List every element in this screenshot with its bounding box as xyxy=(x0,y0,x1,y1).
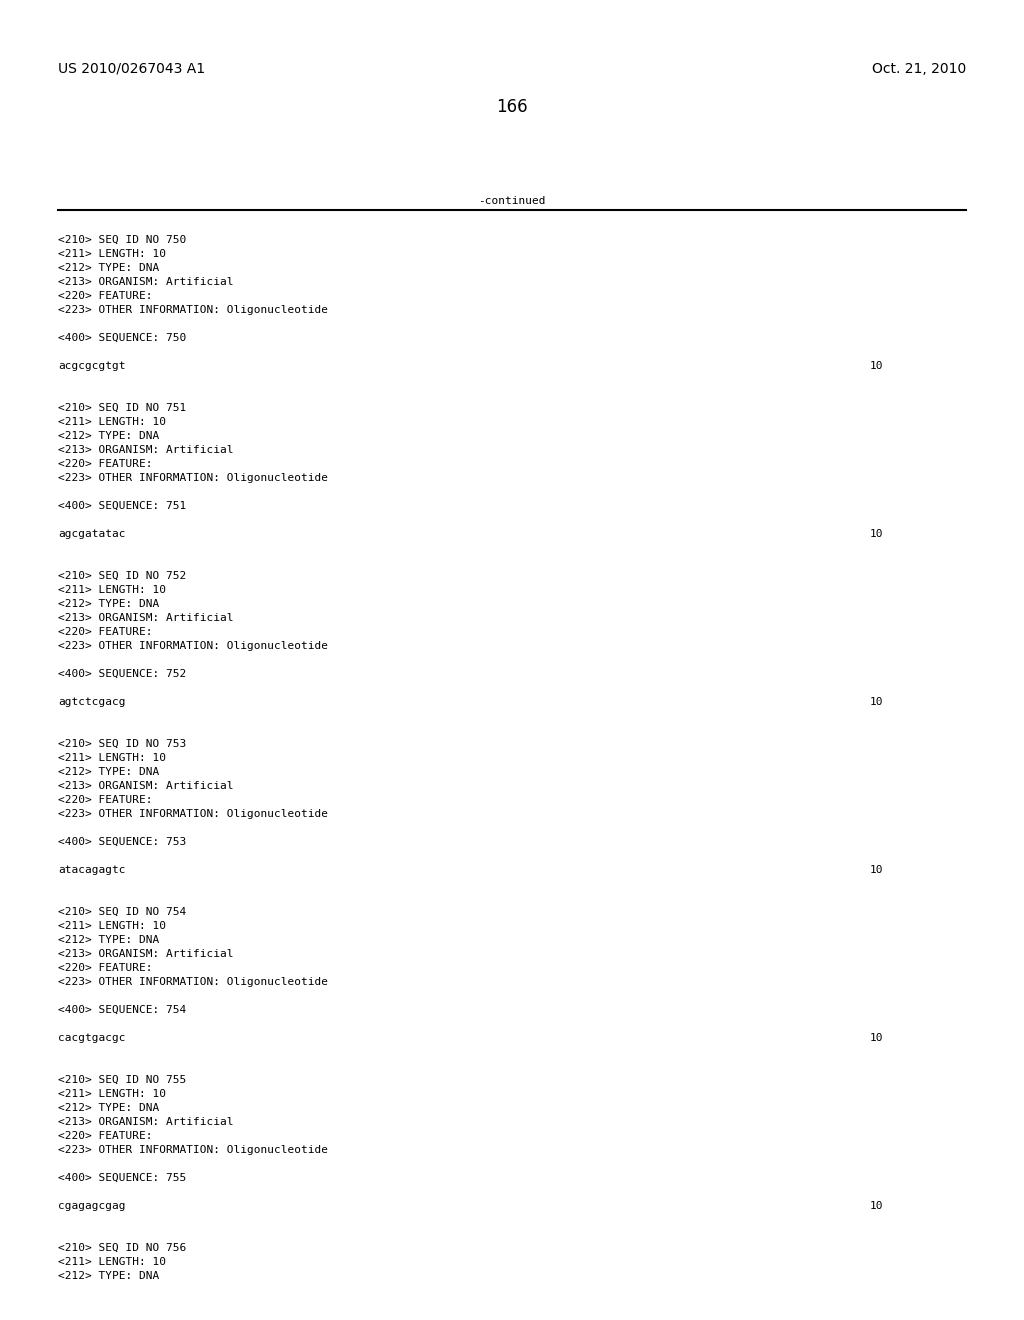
Text: <212> TYPE: DNA: <212> TYPE: DNA xyxy=(58,935,160,945)
Text: <212> TYPE: DNA: <212> TYPE: DNA xyxy=(58,432,160,441)
Text: <213> ORGANISM: Artificial: <213> ORGANISM: Artificial xyxy=(58,949,233,960)
Text: <210> SEQ ID NO 754: <210> SEQ ID NO 754 xyxy=(58,907,186,917)
Text: 10: 10 xyxy=(870,865,884,875)
Text: <223> OTHER INFORMATION: Oligonucleotide: <223> OTHER INFORMATION: Oligonucleotide xyxy=(58,473,328,483)
Text: <220> FEATURE:: <220> FEATURE: xyxy=(58,964,153,973)
Text: cgagagcgag: cgagagcgag xyxy=(58,1201,126,1210)
Text: atacagagtc: atacagagtc xyxy=(58,865,126,875)
Text: <211> LENGTH: 10: <211> LENGTH: 10 xyxy=(58,585,166,595)
Text: <212> TYPE: DNA: <212> TYPE: DNA xyxy=(58,599,160,609)
Text: <223> OTHER INFORMATION: Oligonucleotide: <223> OTHER INFORMATION: Oligonucleotide xyxy=(58,809,328,818)
Text: Oct. 21, 2010: Oct. 21, 2010 xyxy=(871,62,966,77)
Text: <211> LENGTH: 10: <211> LENGTH: 10 xyxy=(58,249,166,259)
Text: <210> SEQ ID NO 756: <210> SEQ ID NO 756 xyxy=(58,1243,186,1253)
Text: 166: 166 xyxy=(497,98,527,116)
Text: <223> OTHER INFORMATION: Oligonucleotide: <223> OTHER INFORMATION: Oligonucleotide xyxy=(58,1144,328,1155)
Text: <400> SEQUENCE: 755: <400> SEQUENCE: 755 xyxy=(58,1173,186,1183)
Text: <220> FEATURE:: <220> FEATURE: xyxy=(58,290,153,301)
Text: <210> SEQ ID NO 750: <210> SEQ ID NO 750 xyxy=(58,235,186,246)
Text: <213> ORGANISM: Artificial: <213> ORGANISM: Artificial xyxy=(58,445,233,455)
Text: <210> SEQ ID NO 755: <210> SEQ ID NO 755 xyxy=(58,1074,186,1085)
Text: agcgatatac: agcgatatac xyxy=(58,529,126,539)
Text: <400> SEQUENCE: 750: <400> SEQUENCE: 750 xyxy=(58,333,186,343)
Text: <400> SEQUENCE: 753: <400> SEQUENCE: 753 xyxy=(58,837,186,847)
Text: <213> ORGANISM: Artificial: <213> ORGANISM: Artificial xyxy=(58,277,233,286)
Text: <223> OTHER INFORMATION: Oligonucleotide: <223> OTHER INFORMATION: Oligonucleotide xyxy=(58,642,328,651)
Text: 10: 10 xyxy=(870,360,884,371)
Text: <212> TYPE: DNA: <212> TYPE: DNA xyxy=(58,1104,160,1113)
Text: 10: 10 xyxy=(870,1201,884,1210)
Text: <212> TYPE: DNA: <212> TYPE: DNA xyxy=(58,263,160,273)
Text: -continued: -continued xyxy=(478,195,546,206)
Text: <223> OTHER INFORMATION: Oligonucleotide: <223> OTHER INFORMATION: Oligonucleotide xyxy=(58,305,328,315)
Text: <211> LENGTH: 10: <211> LENGTH: 10 xyxy=(58,1089,166,1100)
Text: <400> SEQUENCE: 752: <400> SEQUENCE: 752 xyxy=(58,669,186,678)
Text: <400> SEQUENCE: 751: <400> SEQUENCE: 751 xyxy=(58,502,186,511)
Text: <220> FEATURE:: <220> FEATURE: xyxy=(58,459,153,469)
Text: <212> TYPE: DNA: <212> TYPE: DNA xyxy=(58,767,160,777)
Text: <213> ORGANISM: Artificial: <213> ORGANISM: Artificial xyxy=(58,781,233,791)
Text: <213> ORGANISM: Artificial: <213> ORGANISM: Artificial xyxy=(58,1117,233,1127)
Text: agtctcgacg: agtctcgacg xyxy=(58,697,126,708)
Text: <210> SEQ ID NO 752: <210> SEQ ID NO 752 xyxy=(58,572,186,581)
Text: US 2010/0267043 A1: US 2010/0267043 A1 xyxy=(58,62,205,77)
Text: <211> LENGTH: 10: <211> LENGTH: 10 xyxy=(58,1257,166,1267)
Text: <220> FEATURE:: <220> FEATURE: xyxy=(58,1131,153,1140)
Text: <211> LENGTH: 10: <211> LENGTH: 10 xyxy=(58,921,166,931)
Text: <210> SEQ ID NO 751: <210> SEQ ID NO 751 xyxy=(58,403,186,413)
Text: <223> OTHER INFORMATION: Oligonucleotide: <223> OTHER INFORMATION: Oligonucleotide xyxy=(58,977,328,987)
Text: 10: 10 xyxy=(870,529,884,539)
Text: cacgtgacgc: cacgtgacgc xyxy=(58,1034,126,1043)
Text: <220> FEATURE:: <220> FEATURE: xyxy=(58,627,153,638)
Text: acgcgcgtgt: acgcgcgtgt xyxy=(58,360,126,371)
Text: 10: 10 xyxy=(870,697,884,708)
Text: <211> LENGTH: 10: <211> LENGTH: 10 xyxy=(58,752,166,763)
Text: 10: 10 xyxy=(870,1034,884,1043)
Text: <213> ORGANISM: Artificial: <213> ORGANISM: Artificial xyxy=(58,612,233,623)
Text: <210> SEQ ID NO 753: <210> SEQ ID NO 753 xyxy=(58,739,186,748)
Text: <220> FEATURE:: <220> FEATURE: xyxy=(58,795,153,805)
Text: <212> TYPE: DNA: <212> TYPE: DNA xyxy=(58,1271,160,1280)
Text: <400> SEQUENCE: 754: <400> SEQUENCE: 754 xyxy=(58,1005,186,1015)
Text: <211> LENGTH: 10: <211> LENGTH: 10 xyxy=(58,417,166,426)
